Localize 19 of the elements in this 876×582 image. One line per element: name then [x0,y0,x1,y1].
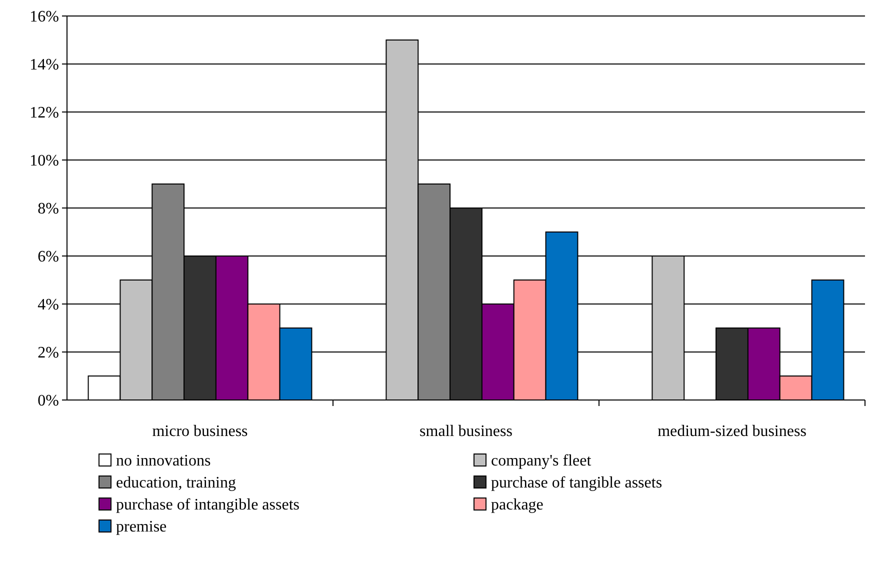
legend-label: education, training [116,474,236,492]
legend-label: purchase of intangible assets [116,496,300,514]
legend-label: purchase of tangible assets [491,474,662,492]
y-tick-label: 14% [30,56,59,74]
y-tick-label: 6% [38,248,59,266]
y-tick-label: 0% [38,392,59,410]
legend-label: package [491,496,544,514]
y-tick-label: 2% [38,344,59,362]
y-tick-label: 16% [30,8,59,26]
x-tick-label: micro business [152,423,248,440]
y-tick-label: 8% [38,200,59,218]
x-tick-label: medium-sized business [658,423,806,440]
y-tick-label: 10% [30,152,59,170]
legend-label: premise [116,518,167,536]
y-tick-label: 12% [30,104,59,122]
legend-label: no innovations [116,452,211,470]
y-tick-label: 4% [38,296,59,314]
legend-label: company's fleet [491,452,592,470]
x-tick-label: small business [420,423,512,440]
